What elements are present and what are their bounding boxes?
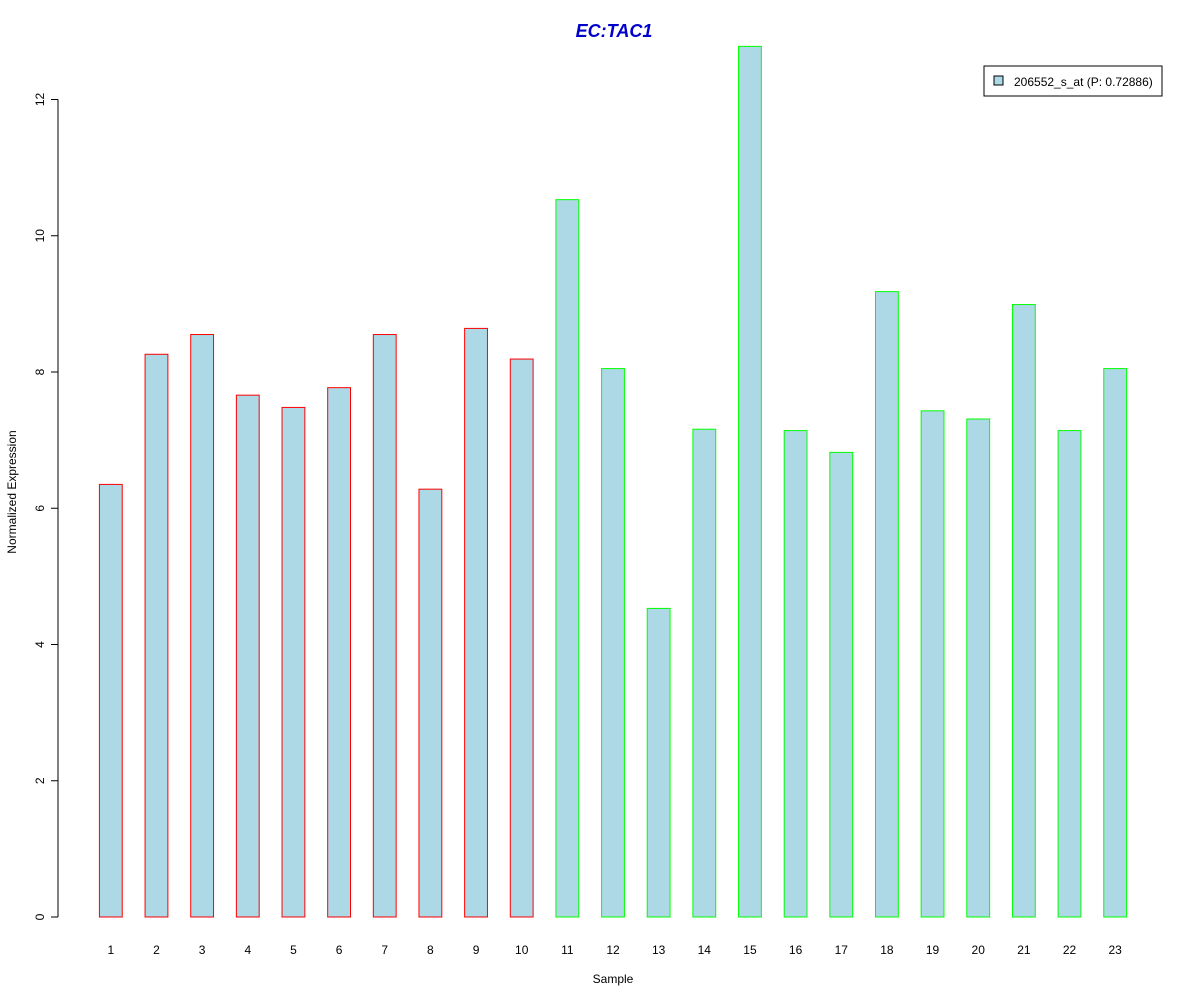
bar (1011, 304, 1036, 918)
legend-box (983, 65, 1163, 97)
bar (738, 45, 762, 918)
bar (98, 483, 123, 918)
x-tick-label: 2 (153, 943, 160, 957)
bar (555, 199, 580, 918)
x-tick-label: 19 (926, 943, 940, 957)
bar (601, 368, 625, 918)
x-tick-label: 9 (473, 943, 480, 957)
y-tick-label: 2 (33, 777, 47, 784)
x-tick-label: 20 (972, 943, 986, 957)
y-tick-label: 12 (33, 93, 47, 107)
x-tick-label: 7 (381, 943, 388, 957)
x-tick-label: 8 (427, 943, 434, 957)
x-tick-label: 11 (561, 943, 574, 957)
bar (281, 406, 306, 918)
x-tick-label: 4 (244, 943, 251, 957)
y-tick-label: 4 (33, 641, 47, 648)
x-tick-label: 21 (1017, 943, 1031, 957)
bar (372, 334, 397, 918)
x-tick-label: 22 (1063, 943, 1077, 957)
x-tick-label: 18 (880, 943, 894, 957)
chart-title: EC:TAC1 (576, 21, 653, 41)
bar (464, 327, 488, 918)
x-tick-label: 6 (336, 943, 343, 957)
bar (509, 358, 534, 918)
y-tick-label: 0 (33, 913, 47, 920)
bar (875, 291, 899, 918)
x-tick-label: 10 (515, 943, 529, 957)
x-tick-label: 1 (107, 943, 114, 957)
x-tick-label: 23 (1108, 943, 1122, 957)
x-tick-label: 5 (290, 943, 297, 957)
bar (1057, 430, 1082, 918)
bars (98, 45, 1128, 918)
x-tick-label: 14 (698, 943, 712, 957)
x-tick-label: 16 (789, 943, 803, 957)
bar (327, 387, 352, 918)
x-tick-label: 15 (743, 943, 757, 957)
x-axis-label: Sample (593, 972, 634, 986)
y-tick-label: 8 (33, 368, 47, 375)
x-tick-label: 17 (835, 943, 849, 957)
x-tick-labels: 1 2 3 4 5 6 7 8 9 10 11 12 13 14 15 16 17 18 19 20 21 22 23 (107, 943, 1122, 957)
bar (418, 488, 443, 918)
y-axis: 0 2 4 6 8 10 12 (33, 93, 59, 920)
x-tick-label: 13 (652, 943, 666, 957)
bar (235, 394, 260, 918)
legend-swatch (993, 75, 1004, 86)
legend-entry: 206552_s_at (P: 0.72886) (1014, 75, 1153, 89)
bar (646, 607, 671, 918)
bar (190, 334, 215, 918)
y-tick-label: 10 (33, 229, 47, 243)
y-axis-label: Normalized Expression (5, 430, 19, 553)
x-tick-label: 3 (199, 943, 206, 957)
bar (783, 430, 808, 918)
bar (829, 451, 854, 918)
bar (144, 353, 169, 918)
bar (920, 410, 945, 918)
bar (966, 418, 991, 918)
bar (692, 428, 717, 918)
bar (1103, 368, 1128, 918)
legend: 206552_s_at (P: 0.72886) (983, 65, 1163, 97)
x-tick-label: 12 (606, 943, 620, 957)
y-tick-label: 6 (33, 505, 47, 512)
